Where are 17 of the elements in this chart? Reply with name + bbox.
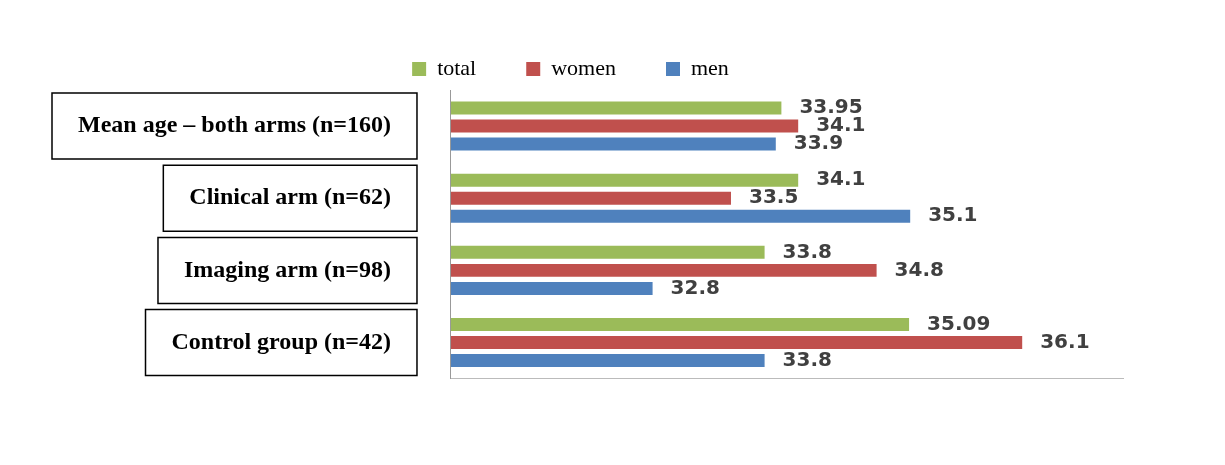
data-label: 33.5 bbox=[748, 184, 799, 209]
legend-label: men bbox=[690, 54, 729, 80]
data-label: 35.1 bbox=[928, 202, 978, 227]
data-label: 32.8 bbox=[670, 274, 720, 299]
legend-label: women bbox=[551, 54, 616, 80]
data-label: 33.8 bbox=[782, 346, 832, 371]
y-tick-label: Clinical arm (n=62) bbox=[189, 183, 391, 210]
data-label: 36.1 bbox=[1040, 328, 1090, 353]
data-label: 34.8 bbox=[894, 256, 944, 281]
data-label: 35.09 bbox=[927, 310, 991, 335]
legend-label: total bbox=[437, 54, 477, 80]
data-label: 34.1 bbox=[816, 166, 866, 191]
y-tick-label: Imaging arm (n=98) bbox=[183, 255, 391, 282]
y-tick-label: Mean age – both arms (n=160) bbox=[78, 111, 391, 138]
data-label: 33.8 bbox=[782, 238, 832, 263]
y-tick-label: Control group (n=42) bbox=[171, 327, 391, 354]
data-label: 33.9 bbox=[793, 130, 844, 155]
